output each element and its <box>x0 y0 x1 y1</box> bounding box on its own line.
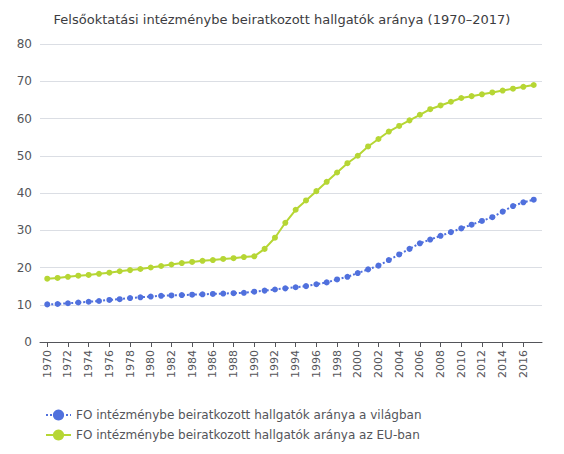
svg-text:2002: 2002 <box>372 350 385 378</box>
svg-text:50: 50 <box>17 149 32 163</box>
svg-text:2016: 2016 <box>517 350 530 378</box>
svg-text:2006: 2006 <box>413 350 426 378</box>
svg-text:20: 20 <box>17 261 32 275</box>
svg-text:1982: 1982 <box>165 350 178 378</box>
svg-text:1976: 1976 <box>103 350 116 378</box>
svg-text:2014: 2014 <box>496 350 509 378</box>
svg-text:70: 70 <box>17 74 32 88</box>
svg-text:1994: 1994 <box>289 350 302 378</box>
svg-text:2004: 2004 <box>393 350 406 378</box>
svg-text:1978: 1978 <box>124 350 137 378</box>
svg-text:1986: 1986 <box>206 350 219 378</box>
svg-text:1990: 1990 <box>248 350 261 378</box>
svg-text:10: 10 <box>17 298 32 312</box>
svg-text:1980: 1980 <box>144 350 157 378</box>
svg-text:2010: 2010 <box>455 350 468 378</box>
svg-text:1992: 1992 <box>268 350 281 378</box>
svg-text:2000: 2000 <box>351 350 364 378</box>
svg-text:1972: 1972 <box>61 350 74 378</box>
svg-text:1996: 1996 <box>310 350 323 378</box>
svg-text:Felsőoktatási intézménybe beir: Felsőoktatási intézménybe beiratkozott h… <box>54 12 511 27</box>
svg-text:1970: 1970 <box>41 350 54 378</box>
svg-text:2012: 2012 <box>475 350 488 378</box>
svg-text:1998: 1998 <box>331 350 344 378</box>
svg-text:1974: 1974 <box>82 350 95 378</box>
svg-text:1988: 1988 <box>227 350 240 378</box>
svg-text:40: 40 <box>17 186 32 200</box>
svg-text:1984: 1984 <box>186 350 199 378</box>
svg-text:30: 30 <box>17 223 32 237</box>
svg-text:2008: 2008 <box>434 350 447 378</box>
svg-text:FO intézménybe beiratkozott ha: FO intézménybe beiratkozott hallgatók ar… <box>76 408 422 422</box>
svg-text:0: 0 <box>24 335 32 349</box>
svg-text:60: 60 <box>17 112 32 126</box>
svg-text:80: 80 <box>17 37 32 51</box>
svg-text:FO intézménybe beiratkozott ha: FO intézménybe beiratkozott hallgatók ar… <box>76 428 420 442</box>
